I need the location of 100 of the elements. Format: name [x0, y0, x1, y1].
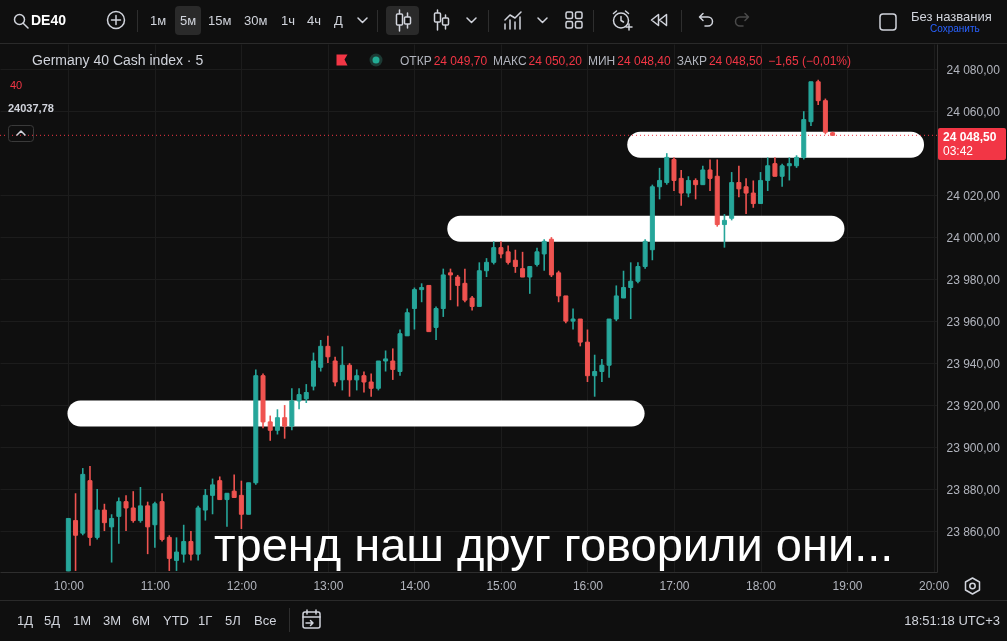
candlestick — [779, 162, 785, 188]
x-tick-label: 11:00 — [140, 578, 171, 593]
candlestick — [505, 244, 511, 266]
candlestick — [347, 362, 353, 398]
candlestick — [109, 513, 115, 564]
text: Все — [254, 613, 277, 628]
candlestick — [750, 179, 756, 209]
x-tick-label: 17:00 — [659, 578, 690, 593]
x-tick-label: 15:00 — [486, 578, 517, 593]
x-tick-label: 19:00 — [832, 578, 863, 593]
candlestick — [512, 248, 518, 274]
text: 4ч — [307, 13, 322, 28]
y-tick-label: 23 920,00 — [946, 398, 1001, 413]
text: 15м — [208, 13, 232, 28]
candlestick — [325, 335, 331, 364]
candlestick — [368, 372, 374, 398]
candlestick — [390, 347, 396, 381]
x-tick-label: 12:00 — [226, 578, 258, 593]
candlestick — [339, 345, 345, 392]
candlestick — [116, 496, 122, 545]
candlestick — [592, 353, 598, 398]
y-tick-label: 23 900,00 — [946, 440, 1001, 455]
candlestick — [166, 534, 172, 572]
candlestick — [188, 530, 194, 562]
text: 3М — [103, 613, 122, 628]
candlestick — [534, 246, 540, 268]
text: 1Г — [198, 613, 213, 628]
annotation: 24 050,20 — [528, 54, 582, 68]
candlestick — [657, 167, 663, 201]
candlestick — [231, 473, 237, 499]
candlestick — [419, 282, 425, 304]
annotation: ОТКР — [400, 54, 432, 68]
candlestick — [433, 305, 439, 341]
y-tick-label: 23 980,00 — [946, 272, 1001, 287]
annotation: −1,65 (−0,01%) — [768, 54, 852, 68]
candlestick — [130, 490, 136, 524]
candlestick — [628, 261, 634, 320]
annotation: ЗАКР — [676, 54, 707, 68]
y-tick-label: 24 020,00 — [946, 188, 1001, 203]
y-tick-label: 24 000,00 — [946, 230, 1001, 245]
candlestick — [721, 213, 727, 249]
candlestick — [210, 477, 216, 516]
candlestick — [570, 307, 576, 331]
candlestick — [527, 265, 533, 295]
y-tick-label: 24 060,00 — [946, 104, 1001, 119]
candlestick — [238, 479, 244, 530]
candlestick — [354, 368, 360, 392]
candlestick — [700, 164, 706, 186]
candlestick — [303, 383, 309, 404]
text: 5м — [180, 13, 197, 28]
candlestick — [404, 307, 410, 337]
candlestick — [73, 492, 79, 572]
y-tick-label: 23 960,00 — [946, 314, 1001, 329]
candlestick — [520, 251, 526, 278]
candlestick — [217, 475, 223, 501]
candlestick — [556, 269, 562, 304]
text: DE40 — [31, 12, 67, 28]
candlestick — [332, 356, 338, 387]
x-tick-label: 20:00 — [919, 578, 950, 593]
candlestick — [145, 500, 151, 555]
candlestick — [758, 171, 763, 205]
x-tick-label: 13:00 — [313, 578, 344, 593]
candlestick — [447, 267, 453, 301]
candlestick — [541, 238, 547, 272]
text: 5Д — [44, 613, 61, 628]
candlestick — [685, 175, 691, 199]
candlestick — [318, 339, 324, 373]
candlestick — [123, 494, 129, 532]
candlestick — [621, 269, 627, 299]
candlestick — [101, 502, 107, 532]
text: 6М — [132, 613, 151, 628]
candlestick — [455, 274, 461, 308]
candlestick — [411, 286, 417, 331]
text: 30м — [244, 13, 268, 28]
candlestick — [181, 523, 187, 564]
y-tick-label: 23 880,00 — [946, 482, 1001, 497]
y-tick-label: 24 080,00 — [946, 62, 1001, 77]
candlestick — [815, 78, 821, 106]
ref-line-label: 24 048,50 — [943, 130, 997, 145]
candlestick — [202, 488, 208, 522]
candlestick — [678, 169, 684, 207]
text: 1ч — [281, 13, 296, 28]
annotation: 24037,78 — [8, 102, 54, 114]
candlestick — [152, 500, 158, 549]
candlestick — [693, 177, 699, 201]
candlestick — [772, 156, 778, 178]
text: 18:51:18 UTC+3 — [904, 613, 1000, 628]
price-tag: 24 048,50 03:42 — [938, 128, 1006, 161]
annotation: 24 048,50 — [708, 54, 763, 68]
y-tick-label: 23 940,00 — [946, 356, 1001, 371]
candlestick — [577, 318, 583, 348]
candlestick — [274, 408, 280, 436]
x-tick-label: 10:00 — [53, 578, 85, 593]
candlestick — [383, 349, 389, 373]
text: Germany 40 Cash index · 5 — [32, 52, 204, 68]
annotation: МИН — [587, 54, 616, 68]
text: 1Д — [17, 613, 34, 628]
candlestick — [137, 486, 143, 524]
text: 1М — [73, 613, 92, 628]
candlestick — [786, 156, 792, 182]
